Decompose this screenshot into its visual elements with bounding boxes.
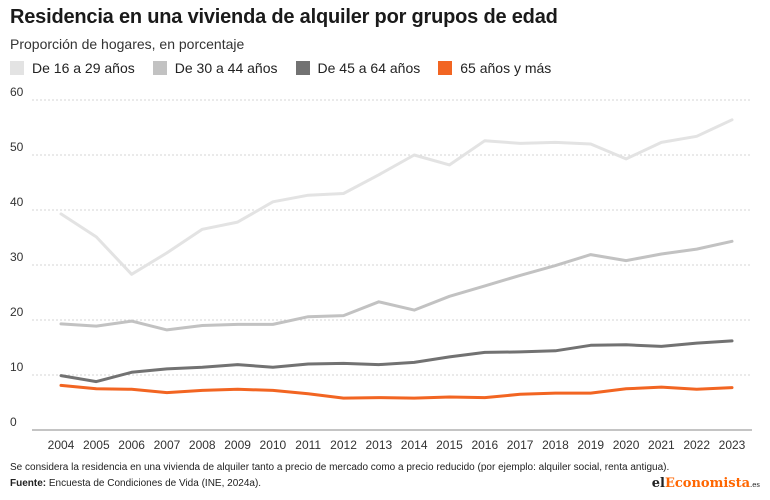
x-tick-label: 2007	[154, 438, 181, 452]
x-tick-label: 2018	[542, 438, 569, 452]
x-tick-label: 2010	[260, 438, 287, 452]
y-tick-label: 60	[10, 85, 24, 99]
legend-swatch	[152, 61, 167, 75]
x-tick-label: 2005	[83, 438, 110, 452]
legend-item-30-44: De 30 a 44 años	[152, 60, 278, 76]
legend-swatch	[295, 61, 310, 75]
series-line-2	[59, 339, 734, 384]
legend-label: De 45 a 64 años	[317, 60, 421, 76]
x-tick-label: 2008	[189, 438, 216, 452]
chart-source: Fuente: Encuesta de Condiciones de Vida …	[10, 478, 261, 489]
brand-prefix: el	[651, 476, 665, 491]
x-tick-label: 2021	[648, 438, 675, 452]
y-tick-label: 30	[10, 250, 24, 264]
legend-item-65-plus: 65 años y más	[438, 60, 551, 76]
x-tick-label: 2004	[48, 438, 75, 452]
legend-swatch	[438, 61, 453, 75]
source-text: Encuesta de Condiciones de Vida (INE, 20…	[46, 478, 262, 489]
y-tick-label: 20	[10, 305, 24, 319]
x-tick-label: 2014	[401, 438, 428, 452]
series-line-0	[59, 118, 734, 276]
legend-label: De 30 a 44 años	[174, 60, 278, 76]
y-tick-label: 40	[10, 195, 24, 209]
line-chart: 0 10 20 30 40 50 60 2004 2005 2006 2007 2008 2009 201…	[10, 85, 752, 452]
x-tick-label: 2017	[507, 438, 534, 452]
x-tick-label: 2020	[613, 438, 640, 452]
chart-subtitle: Proporción de hogares, en porcentaje	[10, 36, 245, 52]
brand-accent: Economista	[664, 476, 751, 491]
y-tick-label: 0	[10, 415, 17, 429]
legend-item-16-29: De 16 a 29 años	[10, 60, 135, 76]
series-line-3	[59, 383, 734, 400]
x-tick-label: 2022	[683, 438, 710, 452]
x-tick-label: 2011	[295, 438, 321, 452]
legend-item-45-64: De 45 a 64 años	[295, 60, 421, 76]
brand-suffix: .es	[750, 481, 760, 489]
series-line-1	[59, 239, 734, 332]
x-tick-label: 2006	[118, 438, 145, 452]
x-tick-label: 2019	[577, 438, 604, 452]
chart-note: Se considera la residencia en una vivien…	[10, 462, 670, 473]
x-tick-label: 2013	[365, 438, 392, 452]
x-tick-label: 2009	[224, 438, 251, 452]
x-tick-label: 2016	[471, 438, 498, 452]
brand-logo: elEconomista.es	[652, 476, 760, 491]
chart-title: Residencia en una vivienda de alquiler p…	[10, 6, 558, 28]
chart-legend: De 16 a 29 años De 30 a 44 años De 45 a …	[10, 60, 569, 76]
x-tick-label: 2012	[330, 438, 357, 452]
x-tick-label: 2015	[436, 438, 463, 452]
source-label: Fuente:	[10, 478, 47, 489]
y-tick-label: 10	[10, 360, 24, 374]
x-tick-label: 2023	[719, 438, 746, 452]
legend-swatch	[10, 61, 24, 75]
y-tick-label: 50	[10, 140, 24, 154]
legend-label: De 16 a 29 años	[32, 60, 135, 76]
legend-label: 65 años y más	[460, 60, 552, 76]
